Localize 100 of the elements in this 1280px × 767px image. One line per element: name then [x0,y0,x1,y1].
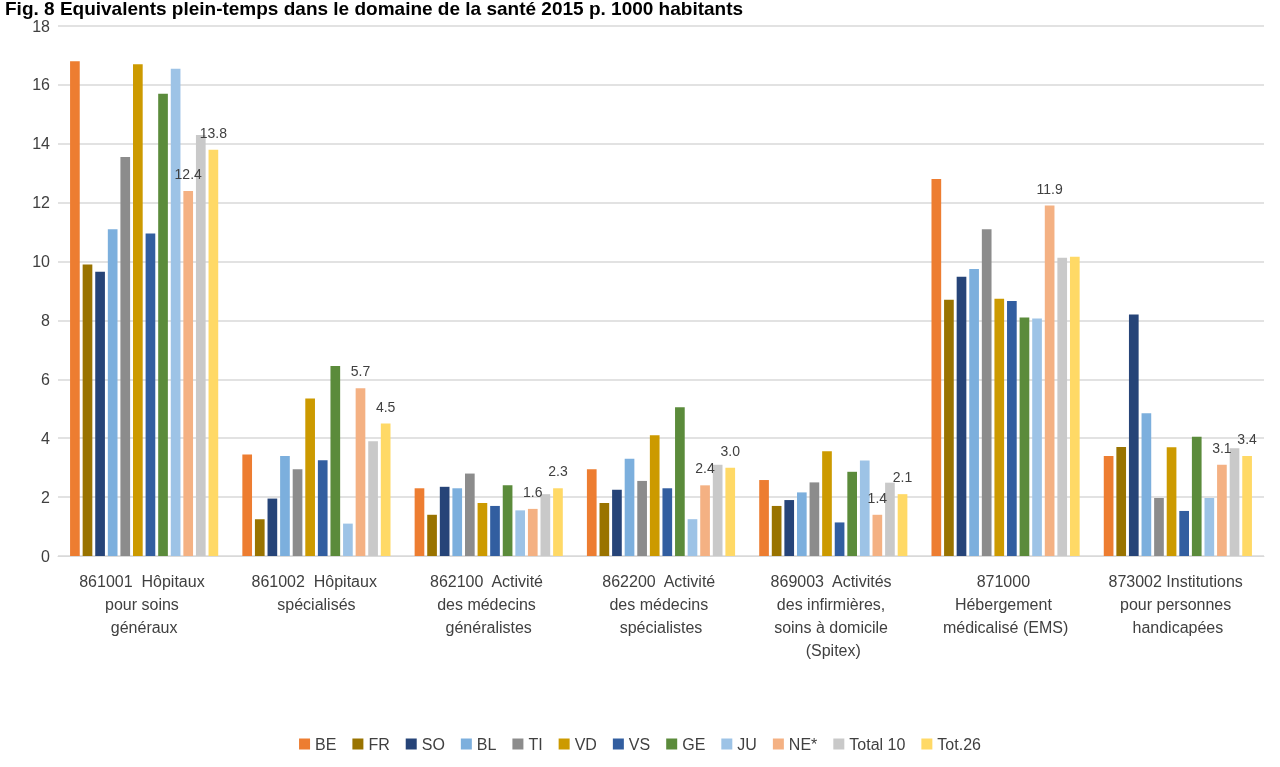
bar [1103,455,1114,556]
bar [1032,318,1042,556]
bar [624,458,635,556]
legend-label: BL [476,735,497,753]
bar [1069,256,1080,556]
bar [847,471,858,556]
bar [267,498,278,556]
legend-label: Tot.26 [937,735,982,753]
bar [120,157,131,556]
bar [254,519,265,556]
data-label: 3.1 [1212,439,1232,456]
bar [586,469,597,556]
x-tick-label: 861001 Hôpitaux pour soins généraux [79,573,210,636]
data-label: 5.7 [350,363,371,380]
bar [809,482,820,556]
bar [305,398,315,556]
bar [414,488,425,556]
bar [1044,205,1055,556]
bar [343,523,353,556]
bar [502,485,513,556]
bar [859,460,870,556]
bar [931,179,942,556]
bar [280,455,290,556]
bar [1204,497,1215,556]
bar [759,480,769,556]
data-label: 2.1 [892,469,913,486]
bar [1007,301,1017,556]
bar [944,299,954,556]
data-label: 3.0 [720,442,741,459]
bar [599,503,610,556]
bar [355,388,366,556]
bar [82,264,93,556]
bar [796,492,807,556]
bar [70,61,80,556]
bar [208,149,219,556]
legend-label: JU [737,735,757,753]
y-tick-label: 12 [32,194,51,212]
bar [1019,317,1030,556]
bar [956,276,967,556]
bar [637,480,647,556]
bar [687,519,698,556]
data-label: 4.5 [375,398,396,415]
bar [822,451,832,556]
bar [527,508,538,556]
bar [1191,436,1202,556]
x-tick-label: 871000 Hébergement médicalisé (EMS) [942,573,1069,636]
bar [95,271,105,556]
bar [1179,510,1189,556]
bar [885,482,895,556]
x-tick-label: 862200 Activité des médecins spécialistes [602,573,720,636]
legend-label: FR [368,735,390,753]
bar [107,229,118,556]
data-label: 3.4 [1237,430,1258,447]
data-label: 2.3 [548,463,568,480]
y-tick-label: 4 [41,429,51,447]
bar [1128,314,1139,556]
bar [380,423,391,556]
y-tick-label: 16 [32,76,51,94]
legend-label: SO [421,735,445,753]
bar [427,514,437,556]
x-tick-label: 861002 Hôpitaux spécialisés [251,573,382,613]
x-tick-label: 862100 Activité des médecins généralistes [430,573,548,636]
bar [145,233,156,556]
y-tick-label: 2 [41,488,51,506]
bar [330,366,341,556]
x-tick-label: 869003 Activités des infirmières, soins à domicile (Spitex) [770,573,896,659]
bar [981,229,992,556]
bar [1116,447,1127,556]
y-tick-label: 10 [32,253,51,271]
bar [725,467,736,556]
bar [452,488,463,556]
bar [1242,455,1252,556]
bar [897,494,908,556]
chart-title: Fig. 8 Equivalents plein-temps dans le domaine de la santé 2015 p. 1000 habitants [5,0,744,19]
bar [872,514,883,556]
x-tick-label: 873002 Institutions pour personnes handicapées [1108,573,1248,636]
bar [1166,447,1177,556]
bar [994,298,1005,556]
bar [1154,497,1164,556]
bar [1141,413,1152,556]
bar [133,64,143,556]
bar [540,494,551,556]
bar [1217,464,1227,556]
bar [1057,257,1068,556]
bar [242,454,253,556]
bar [477,503,488,556]
legend-label: Total 10 [849,735,906,753]
bar [969,268,979,556]
y-tick-label: 8 [41,311,51,329]
bar [649,435,660,556]
bar [490,505,500,556]
bar [612,489,622,556]
bar [464,473,475,556]
bar [662,488,673,556]
bar [1229,448,1240,556]
legend-label: TI [528,735,543,753]
legend-label: VS [628,735,651,753]
y-tick-label: 0 [41,547,51,565]
y-tick-label: 6 [41,370,51,388]
bar [515,510,526,556]
